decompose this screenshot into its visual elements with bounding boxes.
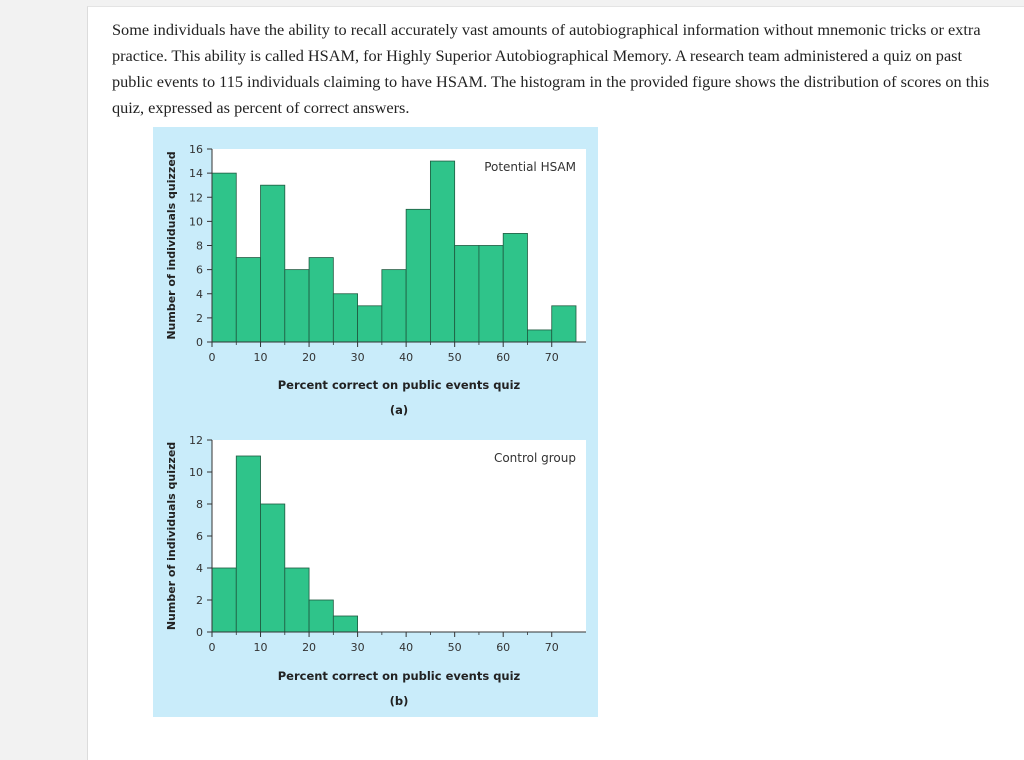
chart1-y-tick-label: 6 [196,264,203,277]
chart2-y-tick-label: 10 [189,466,203,479]
chart2-y-tick-label: 0 [196,626,203,639]
content-panel: Some individuals have the ability to rec… [87,6,1024,760]
chart1-bar [405,208,431,343]
chart2-x-tick-label: 30 [351,641,365,654]
chart1-x-tick-label: 70 [545,351,559,364]
chart2-y-tick-label: 6 [196,530,203,543]
chart1-y-tick-label: 8 [196,240,203,253]
chart1-bar [478,245,504,343]
chart2-y-label: Number of individuals quizzed [165,442,178,630]
chart2-annotation: Control group [494,451,576,465]
chart1-bar [332,293,358,343]
chart2-x-tick-label: 70 [545,641,559,654]
chart2-bar [235,455,261,633]
chart2-y-tick-label: 8 [196,498,203,511]
chart1-x-tick-label: 20 [302,351,316,364]
chart2-bar [332,615,358,633]
chart2-panel-label: (b) [390,694,409,708]
chart1-x-tick-label: 0 [209,351,216,364]
chart2-bar [308,599,334,633]
chart2-y-tick-label: 4 [196,562,203,575]
chart1-bar [502,233,528,343]
chart1-bar [527,329,553,343]
chart1-y-tick-label: 2 [196,312,203,325]
chart1-bar [308,257,334,343]
chart2-bar [211,567,237,633]
chart1-bar [551,305,577,343]
chart1-bar [235,257,261,343]
chart1-x-tick-label: 40 [399,351,413,364]
chart1-x-label: Percent correct on public events quiz [278,378,521,392]
chart1-x-tick-label: 60 [496,351,510,364]
chart2-x-tick-label: 20 [302,641,316,654]
chart1-bar [260,184,286,343]
chart2-x-label: Percent correct on public events quiz [278,669,521,683]
chart2-x-tick-label: 40 [399,641,413,654]
chart2-x-tick-label: 10 [254,641,268,654]
chart1-y-tick-label: 14 [189,167,203,180]
chart1-y-tick-label: 10 [189,215,203,228]
chart2-x-tick-label: 0 [209,641,216,654]
chart1-bar [429,160,456,343]
chart1-bar [357,305,383,343]
chart2-x-tick-label: 50 [448,641,462,654]
chart1-y-tick-label: 4 [196,288,203,301]
chart1-bar [454,245,480,343]
chart1-x-tick-label: 50 [448,351,462,364]
chart1-x-tick-label: 30 [351,351,365,364]
chart1-x-tick-label: 10 [254,351,268,364]
chart1-panel-label: (a) [390,403,408,417]
chart1-y-tick-label: 12 [189,191,203,204]
chart1-y-label: Number of individuals quizzed [165,151,178,339]
histogram-figure: 0 2 4 6 8 10 12 14 16 0 10 20 30 40 50 60 70 Potential HS… [153,127,598,717]
chart1-annotation: Potential HSAM [484,160,576,174]
question-text: Some individuals have the ability to rec… [112,20,990,117]
chart1-y-tick-label: 0 [196,336,203,349]
chart1-bar [211,172,237,343]
chart1-bar [284,269,310,343]
chart2-x-tick-label: 60 [496,641,510,654]
chart2-bar [260,503,286,633]
chart2-bar [284,567,310,633]
chart1-y-tick-label: 16 [189,143,203,156]
chart2-y-tick-label: 12 [189,434,203,447]
chart1-bar [381,269,407,343]
chart2-y-tick-label: 2 [196,594,203,607]
